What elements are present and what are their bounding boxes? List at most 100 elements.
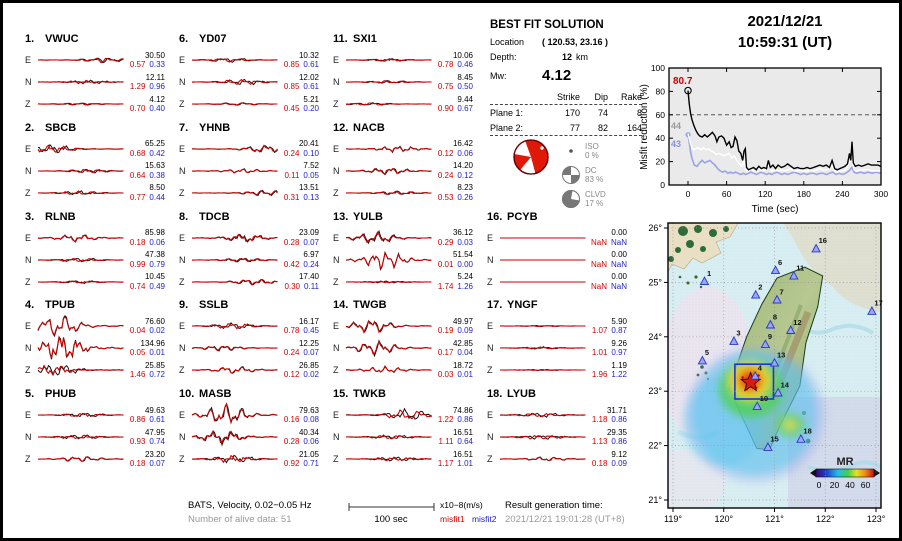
component-row-E: E 10.32 0.85 0.61	[179, 49, 319, 71]
misfit1-value: 1.46	[129, 370, 146, 380]
table-header-row: Strike Dip Rake	[490, 89, 642, 105]
misfit2-value: 0.42	[149, 148, 165, 158]
amplitude-value: 21.05	[298, 449, 319, 459]
component-values: 13.51 0.31 0.13	[278, 183, 319, 202]
amplitude-value: 47.95	[144, 427, 165, 437]
map-station-5: 5	[697, 348, 709, 365]
amplitude-value: 9.26	[611, 338, 627, 348]
waveform-trace	[499, 412, 586, 419]
waveform-trace	[37, 143, 124, 153]
waveform-trace	[499, 325, 586, 328]
component-row-N: N 51.54 0.01 0.00	[333, 249, 473, 271]
clvd-label: CLVD	[585, 190, 606, 199]
component-values: 8.23 0.53 0.26	[432, 183, 473, 202]
waveform-trace	[37, 168, 124, 174]
misfit2-value: 0.09	[457, 326, 473, 336]
component-values: 40.34 0.28 0.06	[278, 428, 319, 447]
amplitude-value: 26.85	[298, 360, 319, 370]
misfit-xaxis-label: Time (sec)	[752, 204, 799, 215]
station-title: 13. YULB	[333, 210, 383, 223]
misfit2-value: 0.06	[149, 237, 165, 247]
component-values: 20.41 0.24 0.10	[278, 139, 319, 158]
amplitude-value: 49.63	[144, 405, 165, 415]
waveform-trace	[191, 257, 278, 263]
col-rake: Rake	[620, 91, 642, 102]
map-lon-label: 121°	[765, 514, 784, 524]
map-lat-label: 22°	[648, 441, 662, 451]
component-label: N	[25, 343, 32, 354]
misfit1-value: 0.12	[283, 370, 300, 380]
misfit2-value: 0.13	[303, 192, 319, 202]
misfit1-value: 0.12	[437, 148, 454, 158]
misfit2-value: 0.06	[303, 437, 319, 447]
map-station-8: 8	[765, 312, 777, 329]
station-title: 1. VWUC	[25, 33, 79, 45]
component-label: E	[179, 55, 186, 65]
waveform-trace	[191, 278, 278, 286]
component-values: 6.97 0.42 0.24	[278, 250, 319, 269]
amplitude-value: 9.12	[611, 449, 627, 459]
svg-text:7: 7	[780, 287, 784, 296]
svg-text:16: 16	[819, 236, 827, 245]
misfit1-value: 0.75	[437, 82, 454, 91]
waveform-trace	[345, 339, 432, 358]
misfit1-value: 0.18	[129, 237, 146, 247]
misfit2-value: 0.02	[303, 370, 319, 380]
misfit2-value: 0.96	[149, 82, 165, 91]
map-station-17: 17	[867, 299, 883, 315]
misfit2-value: NaN	[610, 259, 627, 269]
component-label: N	[333, 254, 340, 265]
component-values: 42.85 0.17 0.04	[432, 339, 473, 358]
misfit2-value: 0.61	[303, 60, 319, 69]
amplitude-value: 76.60	[144, 316, 165, 326]
iso-dot-icon	[569, 149, 573, 153]
component-label: N	[179, 343, 186, 354]
component-row-E: E 79.63 0.16 0.08	[179, 402, 319, 426]
china-vegetation	[668, 225, 729, 289]
component-values: 18.72 0.03 0.01	[432, 361, 473, 380]
component-label: N	[25, 77, 32, 87]
waveform-trace	[499, 435, 586, 440]
misfit2-value: 1.22	[611, 370, 627, 380]
misfit1-value: 0.42	[283, 259, 300, 269]
misfit1-value: 1.29	[129, 82, 146, 91]
component-values: 10.06 0.78 0.46	[432, 51, 473, 70]
svg-text:5: 5	[705, 348, 709, 357]
component-row-N: N 47.95 0.93 0.74	[25, 426, 165, 448]
best-misfit-annotation: 80.7	[673, 76, 693, 87]
component-label: E	[25, 55, 32, 65]
component-label: N	[25, 165, 32, 176]
amplitude-value: 49.97	[452, 316, 473, 326]
misfit2-value: NaN	[610, 281, 627, 291]
component-values: 9.12 0.18 0.09	[586, 450, 627, 469]
station-block-MASB: 10. MASB E 79.63 0.16 0.08 N 40.34 0.28 0.06 Z 21.0…	[179, 388, 319, 470]
component-row-Z: Z 17.40 0.30 0.11	[179, 271, 319, 293]
component-label: Z	[487, 454, 493, 465]
component-label: N	[179, 165, 186, 176]
svg-text:11: 11	[796, 263, 804, 272]
table-row-plane1: Plane 1: 170 74 8	[490, 107, 642, 118]
station-block-YNGF: 17. YNGF E 5.90 1.07 0.87 N 9.26 1.01 0.97 Z 1.19 1.…	[487, 299, 627, 381]
station-title: 4. TPUB	[25, 299, 75, 312]
misfit2-value: 0.07	[303, 348, 319, 358]
colorbar-tick: 40	[845, 480, 855, 490]
misfit2-value: 0.61	[303, 82, 319, 91]
misfit1-value: 0.18	[129, 459, 146, 469]
misfit2-value: 0.11	[304, 281, 319, 291]
colorbar-tick: 60	[861, 480, 871, 490]
component-values: 0.00 NaN NaN	[586, 250, 627, 269]
component-values: 26.85 0.12 0.02	[278, 361, 319, 380]
component-label: E	[179, 143, 186, 154]
misfit2-value: 0.07	[303, 237, 319, 247]
waveform-trace	[345, 145, 432, 154]
waveform-trace	[37, 233, 124, 243]
component-row-Z: Z 4.12 0.70 0.40	[25, 93, 165, 115]
svg-text:14: 14	[781, 380, 790, 389]
waveform-trace	[345, 365, 432, 374]
waveform-trace	[500, 259, 586, 261]
component-values: 51.54 0.01 0.00	[432, 250, 473, 269]
misfit2-value: 0.02	[149, 326, 165, 336]
station-title: 9. SSLB	[179, 299, 229, 312]
component-values: 47.95 0.93 0.74	[124, 428, 165, 447]
misfit1-value: 0.77	[129, 192, 146, 202]
